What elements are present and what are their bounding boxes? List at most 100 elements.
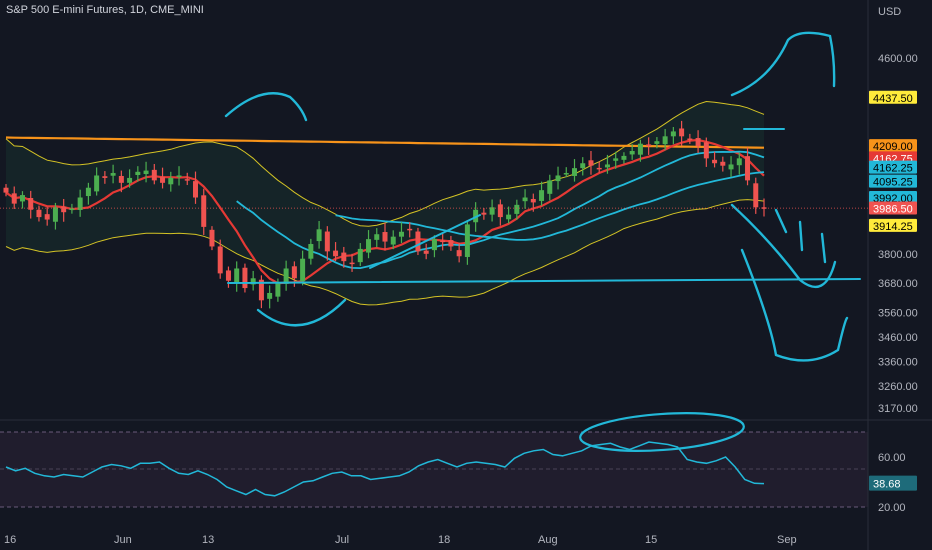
candle-body xyxy=(514,204,520,214)
candle-body xyxy=(613,158,619,161)
candlesticks xyxy=(3,120,767,309)
candle-body xyxy=(209,229,215,247)
candle-body xyxy=(390,236,396,245)
price-tick-label: 3360.00 xyxy=(878,356,918,368)
candle-body xyxy=(670,131,676,137)
candle-body xyxy=(637,143,643,155)
time-tick-label: 15 xyxy=(645,534,657,546)
price-badge-label: 4162.25 xyxy=(873,163,913,175)
candle-body xyxy=(646,144,652,147)
candle-body xyxy=(572,168,577,176)
time-tick-label: 16 xyxy=(4,534,16,546)
price-tick-label: 3460.00 xyxy=(878,332,918,344)
candle-body xyxy=(629,151,635,155)
candle-body xyxy=(217,246,223,274)
rsi-line xyxy=(5,441,765,497)
drawing-tick-3 xyxy=(820,232,827,264)
candle-body xyxy=(94,175,100,192)
time-tick-label: 13 xyxy=(202,534,214,546)
price-tick-label: 3260.00 xyxy=(878,381,918,393)
candle-body xyxy=(753,183,759,208)
candle-body xyxy=(44,214,50,220)
candle-body xyxy=(407,228,413,231)
candle-body xyxy=(695,138,701,147)
drawings[interactable] xyxy=(224,31,861,456)
candle-body xyxy=(201,195,207,227)
rsi-tick-label: 60.00 xyxy=(878,452,906,464)
candle-body xyxy=(19,195,25,202)
candle-body xyxy=(250,278,256,285)
candle-body xyxy=(497,204,503,218)
candle-body xyxy=(440,240,446,243)
price-badge xyxy=(869,201,917,215)
price-badge xyxy=(869,160,917,174)
candle-body xyxy=(423,250,429,254)
candle-body xyxy=(687,138,693,141)
candle-body xyxy=(382,232,388,242)
candle-body xyxy=(349,262,355,265)
currency-label: USD xyxy=(878,6,901,18)
rsi-tick-label: 20.00 xyxy=(878,502,906,514)
candle-body xyxy=(547,180,553,194)
candle-body xyxy=(52,207,58,222)
candle-body xyxy=(291,266,297,279)
candle-body xyxy=(160,176,166,183)
candle-body xyxy=(530,198,536,203)
candle-body xyxy=(234,268,240,283)
rsi-badge-label: 38.68 xyxy=(873,479,901,491)
candle-body xyxy=(745,156,751,181)
candle-body xyxy=(761,207,767,209)
candle-body xyxy=(110,173,116,176)
candle-body xyxy=(604,164,610,168)
candle-body xyxy=(184,179,190,181)
time-tick-label: Sep xyxy=(777,534,797,546)
bollinger-lower xyxy=(5,199,765,306)
candle-body xyxy=(77,197,83,210)
drawing-arc-bottom xyxy=(256,298,347,327)
drawing-down-curve xyxy=(730,203,837,289)
candle-body xyxy=(712,159,718,164)
candle-body xyxy=(736,158,742,166)
candle-body xyxy=(275,283,281,297)
candle-body xyxy=(225,270,231,281)
price-tick-label: 3800.00 xyxy=(878,249,918,261)
candle-body xyxy=(473,209,479,223)
price-badge xyxy=(869,139,917,153)
time-axis[interactable]: 16 Jun 13 Jul 18 Aug 15 Sep xyxy=(4,534,797,546)
candle-body xyxy=(324,231,330,252)
price-badge xyxy=(869,191,917,204)
time-tick-label: Aug xyxy=(538,534,558,546)
candle-body xyxy=(193,181,198,198)
candle-body xyxy=(316,229,322,242)
candle-body xyxy=(596,167,602,170)
candle-body xyxy=(118,175,124,183)
candle-body xyxy=(308,244,314,259)
candle-body xyxy=(374,234,380,240)
price-axis[interactable]: 4600.00 3800.00 3680.00 3560.00 3460.00 3360.… xyxy=(878,53,918,514)
candle-body xyxy=(61,206,67,213)
candle-body xyxy=(456,250,462,257)
candle-body xyxy=(143,170,149,175)
candle-body xyxy=(341,252,347,262)
price-badge xyxy=(869,218,917,232)
candle-body xyxy=(11,193,17,204)
candle-body xyxy=(127,177,133,183)
candle-body xyxy=(555,175,561,182)
chart-title: S&P 500 E-mini Futures, 1D, CME_MINI xyxy=(6,4,204,16)
time-tick-label: 18 xyxy=(438,534,450,546)
candle-body xyxy=(621,155,627,160)
price-badges: 4437.504209.004162.754162.254095.253992.… xyxy=(0,90,917,491)
price-tick-label: 3170.00 xyxy=(878,403,918,415)
price-badge xyxy=(869,174,917,188)
candle-body xyxy=(151,169,157,181)
candle-body xyxy=(481,212,487,215)
candle-body xyxy=(69,208,75,211)
candle-body xyxy=(703,142,709,159)
candle-body xyxy=(85,187,91,197)
candle-body xyxy=(679,128,685,137)
price-badge-label: 3914.25 xyxy=(873,221,913,233)
candle-body xyxy=(102,176,108,178)
candle-body xyxy=(300,258,306,282)
candle-body xyxy=(662,136,668,145)
